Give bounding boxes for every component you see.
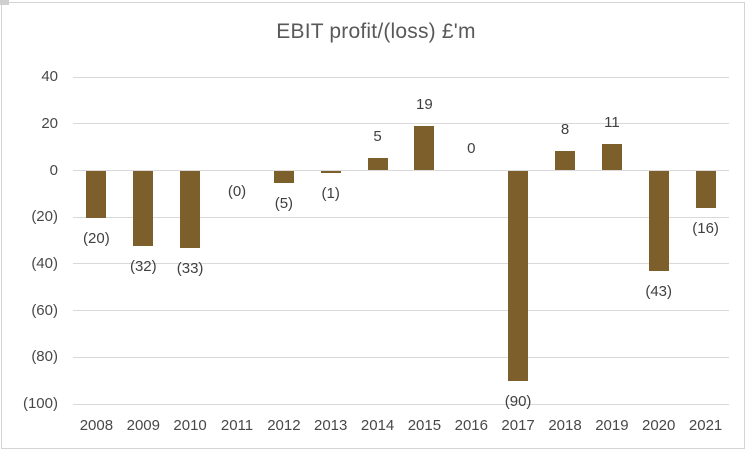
- y-axis-tick-label: (60): [31, 301, 58, 319]
- y-gridline: [73, 310, 729, 312]
- x-axis-tick-label: 2017: [501, 417, 535, 434]
- x-axis-tick-label: 2011: [220, 417, 254, 434]
- y-gridline: [73, 76, 729, 78]
- y-gridline: [73, 170, 729, 171]
- bar-label-2010: (33): [176, 260, 204, 278]
- bar-2009: [133, 171, 154, 246]
- y-gridline: [73, 403, 729, 405]
- y-axis-tick-label: (20): [31, 208, 58, 226]
- bar-label-2015: 19: [416, 95, 433, 113]
- y-axis-tick-label: (100): [22, 395, 58, 413]
- bar-2010: [180, 171, 201, 249]
- y-axis-tick-label: 0: [49, 161, 58, 179]
- bar-label-2009: (32): [129, 257, 157, 275]
- bar-2014: [367, 158, 388, 170]
- bar-label-2011: (0): [227, 183, 247, 200]
- bar-label-2018: 8: [560, 121, 570, 139]
- y-axis-tick-label: 20: [41, 114, 58, 132]
- x-axis-tick-label: 2021: [688, 417, 723, 434]
- bar-2013: [320, 171, 341, 174]
- x-axis-tick-label: 2016: [454, 417, 488, 434]
- bar-2019: [601, 144, 622, 170]
- bar-2021: [695, 171, 716, 209]
- x-axis-tick-label: 2012: [267, 417, 301, 434]
- y-gridline: [73, 123, 729, 125]
- bar-2012: [273, 171, 294, 183]
- bar-2020: [648, 171, 669, 272]
- bar-2017: [508, 171, 529, 382]
- y-axis-tick-label: 40: [41, 68, 58, 86]
- x-axis-tick-label: 2018: [548, 417, 582, 434]
- bar-label-2017: (90): [504, 393, 532, 411]
- bar-label-2016: 0: [467, 140, 476, 157]
- bar-label-2008: (20): [83, 229, 110, 247]
- x-axis-tick-label: 2008: [79, 417, 114, 434]
- y-axis-tick-label: (40): [31, 254, 58, 272]
- bar-label-2014: 5: [373, 128, 382, 146]
- y-gridline: [73, 216, 729, 218]
- x-axis-tick-label: 2013: [314, 417, 348, 434]
- x-axis-tick-label: 2014: [360, 417, 395, 434]
- y-gridline: [73, 356, 729, 358]
- chart-title: EBIT profit/(loss) £'m: [276, 20, 476, 43]
- bar-label-2013: (1): [321, 185, 340, 203]
- bar-2018: [555, 151, 575, 170]
- x-axis-tick-label: 2015: [407, 417, 442, 434]
- x-axis-tick-label: 2009: [126, 417, 160, 434]
- x-axis-tick-label: 2020: [642, 417, 676, 434]
- bar-2015: [414, 125, 435, 170]
- x-axis-tick-label: 2010: [173, 417, 207, 434]
- bar-label-2020: (43): [645, 283, 673, 301]
- bar-label-2019: 11: [604, 114, 620, 132]
- bar-2008: [86, 171, 107, 218]
- bar-label-2012: (5): [274, 194, 294, 212]
- corner-artifact: [0, 0, 9, 5]
- y-axis-tick-label: (80): [31, 348, 58, 366]
- y-gridline: [73, 263, 729, 265]
- x-axis-tick-label: 2019: [595, 417, 629, 434]
- chart-border: [1, 2, 745, 449]
- bar-label-2021: (16): [692, 220, 719, 238]
